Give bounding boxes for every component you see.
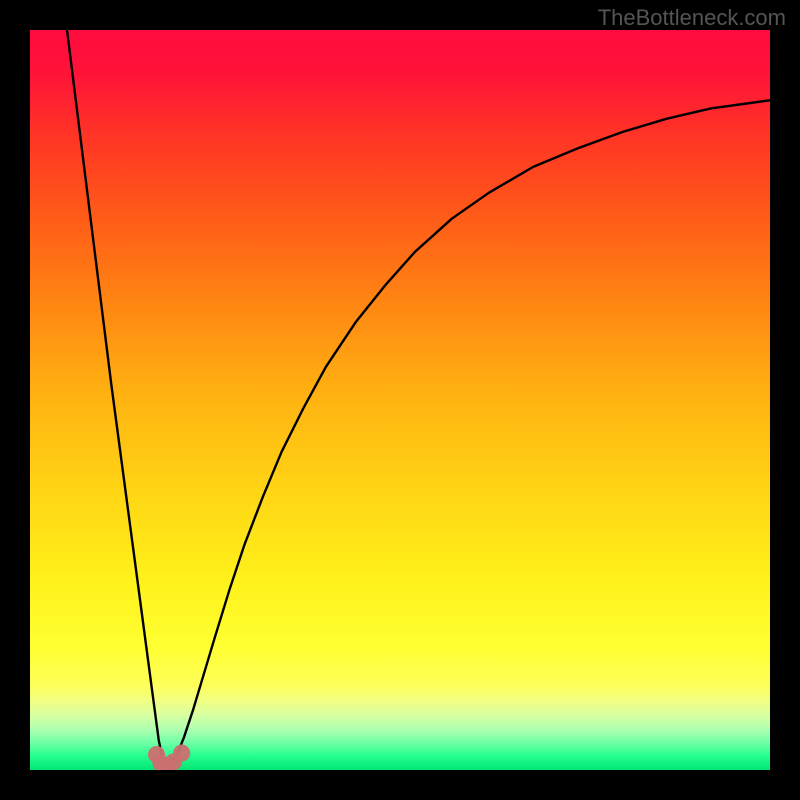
chart-root: TheBottleneck.com (0, 0, 800, 800)
watermark-text: TheBottleneck.com (598, 5, 786, 31)
optimum-marker (174, 745, 190, 761)
bottleneck-chart (0, 0, 800, 800)
heatmap-background (30, 30, 770, 770)
